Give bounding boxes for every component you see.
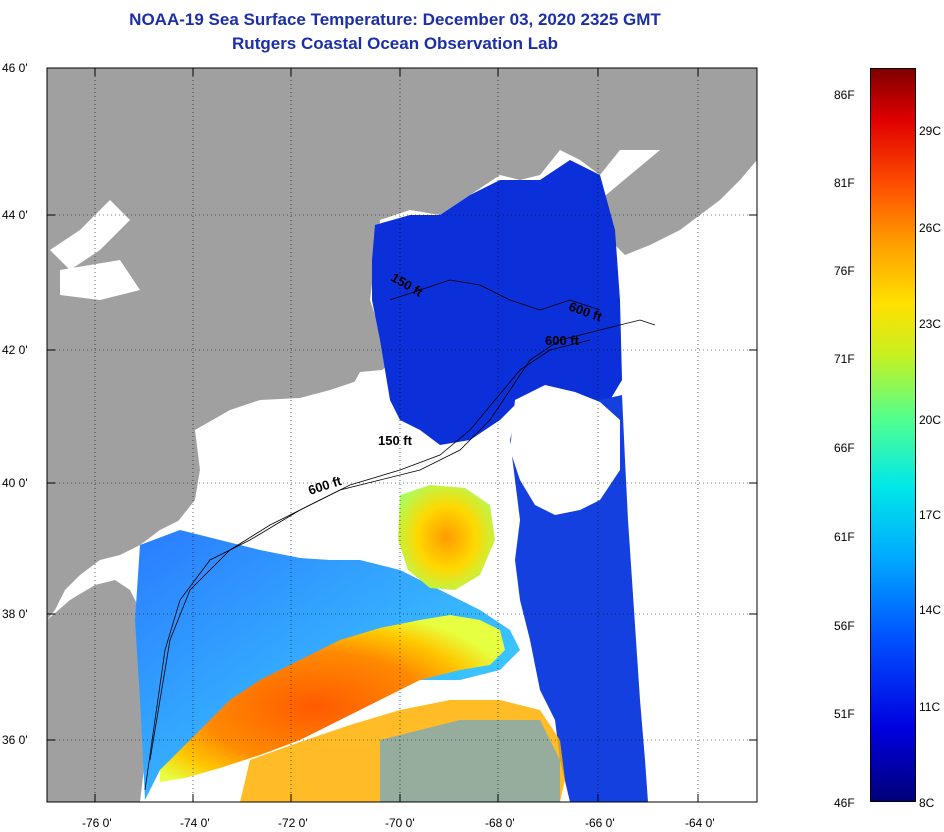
colorbar-label-f: 56F — [834, 619, 855, 633]
colorbar-label-c: 14C — [919, 603, 942, 617]
lon-label: -64 0' — [685, 816, 715, 830]
land-mainland — [47, 68, 757, 620]
map-title: NOAA-19 Sea Surface Temperature: Decembe… — [129, 10, 661, 29]
warm-field-south-blue — [380, 720, 560, 802]
gulf-stream-core — [160, 615, 505, 782]
colorbar-label-f: 86F — [834, 88, 855, 102]
lon-label: -68 0' — [485, 816, 515, 830]
lon-label: -70 0' — [385, 816, 415, 830]
lon-label: -76 0' — [82, 816, 112, 830]
lat-label: 42 0' — [2, 343, 28, 357]
colorbar-label-f: 66F — [834, 441, 855, 455]
colorbar-label-c: 8C — [919, 796, 935, 810]
lat-label: 40 0' — [2, 476, 28, 490]
lat-label: 44 0' — [2, 208, 28, 222]
map-subtitle: Rutgers Coastal Ocean Observation Lab — [232, 34, 558, 53]
cold-water-gulf-of-maine — [372, 160, 622, 445]
colorbar-label-f: 61F — [834, 530, 855, 544]
colorbar-label-c: 26C — [919, 221, 942, 235]
map-frame — [46, 67, 758, 803]
colorbar-label-c: 29C — [919, 124, 942, 138]
colorbar-label-f: 81F — [834, 176, 855, 190]
colorbar-label-f: 46F — [834, 796, 855, 810]
cloud-georges-bank — [510, 385, 620, 515]
warm-core-eddy — [398, 485, 495, 590]
lon-label: -74 0' — [180, 816, 210, 830]
lon-label: -72 0' — [278, 816, 308, 830]
lat-label: 46 0' — [2, 61, 28, 75]
contour-label-150ft-a: 150 ft — [378, 433, 413, 448]
lat-label: 36 0' — [2, 733, 28, 747]
temperature-colorbar — [870, 68, 916, 802]
cloud-inland — [50, 200, 140, 300]
colorbar-label-f: 51F — [834, 707, 855, 721]
land-delmarva — [47, 580, 155, 802]
colorbar-label-c: 23C — [919, 317, 942, 331]
lat-label: 38 0' — [2, 607, 28, 621]
colorbar-label-c: 20C — [919, 413, 942, 427]
contour-label-600ft-b: 600 ft — [545, 333, 580, 348]
axis-ticks — [47, 68, 757, 802]
bathymetry-contours — [144, 279, 656, 791]
colorbar-label-f: 71F — [834, 352, 855, 366]
cloud-coast — [175, 380, 420, 560]
colorbar-label-c: 17C — [919, 508, 942, 522]
colorbar-label-f: 76F — [834, 264, 855, 278]
colorbar-label-c: 11C — [919, 700, 941, 714]
lon-label: -66 0' — [585, 816, 615, 830]
land-nova-scotia — [600, 135, 757, 255]
